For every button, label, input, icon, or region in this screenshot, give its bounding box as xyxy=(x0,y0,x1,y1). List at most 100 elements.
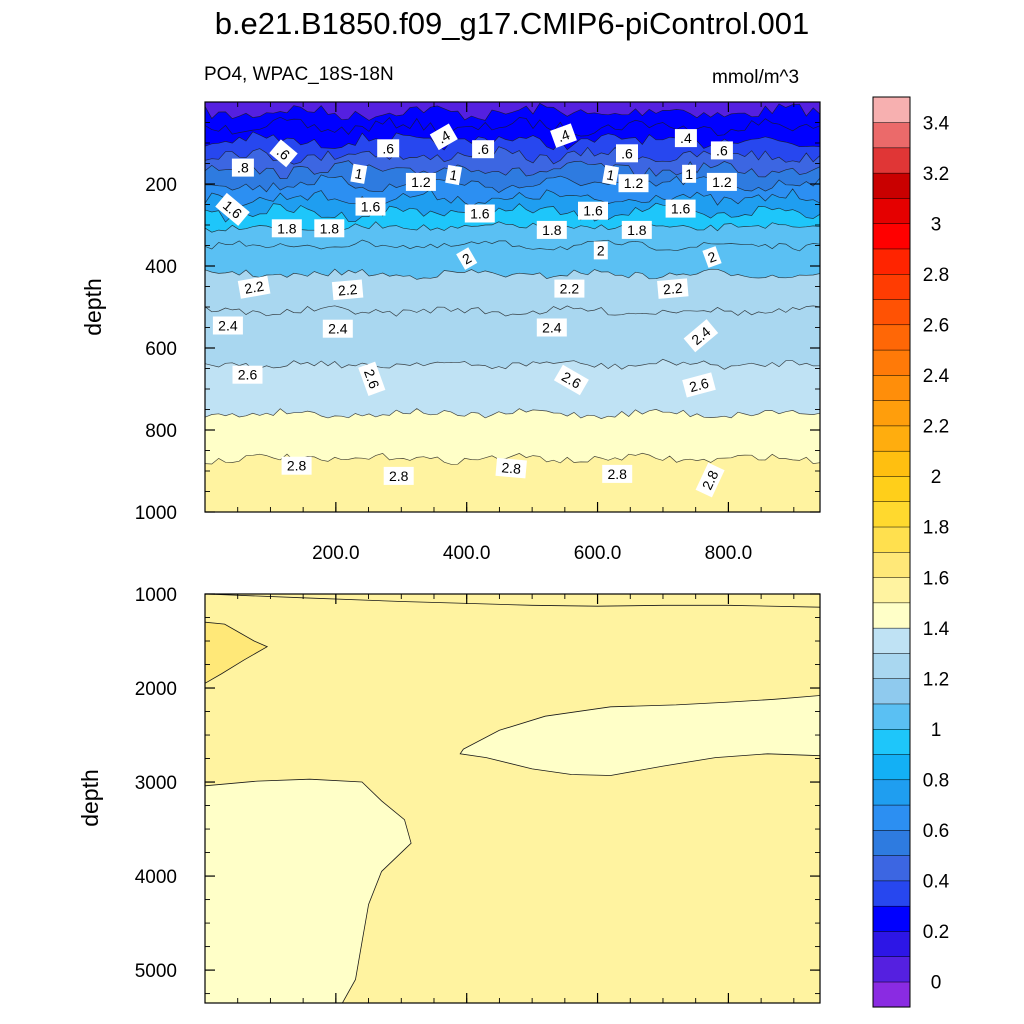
contour-label-7: .6 xyxy=(710,141,733,160)
contour-label-text: 2 xyxy=(597,242,605,258)
contour-label-20: 1.6 xyxy=(665,199,696,218)
bottom-region-0 xyxy=(205,621,269,684)
contour-label-box xyxy=(657,278,689,299)
colorbar-label-13: 2.6 xyxy=(923,316,949,337)
contour-label-27: 2 xyxy=(702,246,722,268)
contour-label-28: 2.2 xyxy=(237,275,271,299)
contour-label-box xyxy=(383,466,414,485)
contour-label-text: 1 xyxy=(685,166,693,182)
contour-label-box xyxy=(237,275,271,299)
top-contour-line-2 xyxy=(205,116,820,137)
contour-label-text: 1.2 xyxy=(411,174,431,190)
contour-label-box xyxy=(682,372,716,398)
top-y-tick-label: 600 xyxy=(145,339,177,360)
colorbar-swatch-21 xyxy=(872,450,911,477)
contour-label-39: 2.6 xyxy=(682,372,716,398)
contour-label-text: .6 xyxy=(477,141,489,157)
contour-label-text: 2.8 xyxy=(607,466,627,482)
contour-label-10: 1 xyxy=(445,164,463,186)
contour-label-24: 1.8 xyxy=(621,220,652,239)
bottom-panel-fill xyxy=(205,594,820,1003)
colorbar-swatch-13 xyxy=(872,652,911,679)
contour-label-box xyxy=(536,318,567,337)
contour-label-box xyxy=(445,164,463,186)
contour-label-box xyxy=(554,279,585,298)
bottom-y-tick-label: 1000 xyxy=(135,585,177,606)
contour-label-box xyxy=(550,123,577,148)
contour-label-box xyxy=(271,219,302,238)
colorbar-label-7: 1.4 xyxy=(923,619,950,640)
contour-label-text: .6 xyxy=(716,142,728,158)
contour-label-text: 2.6 xyxy=(238,367,258,383)
contour-label-text: .8 xyxy=(237,160,249,176)
contour-label-box xyxy=(472,140,495,159)
contour-label-box xyxy=(314,219,345,238)
contour-label-box xyxy=(702,246,722,268)
contour-label-43: 2.8 xyxy=(602,464,633,483)
variable-label: PO4, WPAC_18S-18N xyxy=(204,64,394,85)
colorbar-swatch-3 xyxy=(872,905,911,932)
contour-label-box xyxy=(674,129,697,148)
contour-label-text: 1.8 xyxy=(627,222,647,238)
colorbar-label-2: 0.4 xyxy=(923,872,950,893)
contour-label-text: 2.6 xyxy=(361,367,383,391)
contour-label-15: 1.2 xyxy=(706,172,737,191)
contour-label-text: 1.8 xyxy=(320,220,340,236)
top-contour-line-9 xyxy=(205,221,820,233)
contour-label-box xyxy=(281,456,312,475)
colorbar-label-9: 1.8 xyxy=(923,518,949,539)
contour-label-box xyxy=(464,204,495,223)
colorbar-swatch-20 xyxy=(872,475,911,503)
contour-label-box xyxy=(536,220,567,239)
colorbar-label-10: 2 xyxy=(931,467,942,488)
colorbar-swatch-16 xyxy=(872,577,911,604)
top-contour-line-13 xyxy=(205,358,820,370)
colorbar-swatch-19 xyxy=(872,501,911,528)
contour-label-text: 2.4 xyxy=(218,318,238,334)
contour-label-text: 2.8 xyxy=(389,468,409,484)
contour-label-32: 2.4 xyxy=(212,316,243,335)
contour-label-box xyxy=(331,279,364,301)
contour-label-box xyxy=(621,220,652,239)
colorbar-label-15: 3 xyxy=(931,214,942,235)
contour-label-box xyxy=(602,464,633,483)
contour-label-box xyxy=(231,158,254,177)
bottom-y-tick-label: 3000 xyxy=(135,773,177,794)
contour-label-34: 2.4 xyxy=(536,318,567,337)
contour-label-text: 1.8 xyxy=(542,222,562,238)
contour-label-box xyxy=(377,139,400,158)
contour-label-18: 1.6 xyxy=(464,204,495,223)
contour-label-0: .4 xyxy=(429,123,458,151)
top-y-tick-label: 200 xyxy=(145,175,177,196)
top-panel-contour-labels: .4 .4 .4 .6 .6 .6 .6 .6 .8 1 1 1 1 1.2 1.2 1.2 1.6 1.6 1.6… xyxy=(212,123,737,498)
contour-label-text: 1 xyxy=(448,166,459,183)
contour-label-9: 1 xyxy=(350,163,368,184)
colorbar-swatch-18 xyxy=(872,526,911,553)
top-y-axis-title: depth xyxy=(80,278,106,336)
colorbar-label-3: 0.6 xyxy=(923,821,949,842)
colorbar-label-11: 2.2 xyxy=(923,417,949,438)
colorbar-swatch-22 xyxy=(872,425,911,452)
bottom-region-1 xyxy=(459,695,820,776)
top-panel-axes: 200 400 600 800 1000 200.0 400.0 600.0 800.0 xyxy=(135,101,820,564)
contour-label-30: 2.2 xyxy=(554,279,585,298)
contour-label-44: 2.8 xyxy=(695,462,725,498)
contour-label-text: .4 xyxy=(680,130,692,146)
colorbar: 0 0.2 0.4 0.6 0.8 1 1.2 1.4 1.6 1.8 2 2.2 2.4 2.6 2.8 3… xyxy=(872,96,950,1008)
contour-label-41: 2.8 xyxy=(383,466,414,485)
contour-label-25: 2 xyxy=(456,247,478,270)
contour-label-12: 1 xyxy=(682,164,697,183)
contour-label-text: .6 xyxy=(382,140,394,156)
contour-label-text: .4 xyxy=(555,126,572,145)
colorbar-swatch-7 xyxy=(872,804,911,831)
contour-label-box xyxy=(232,365,263,384)
colorbar-swatch-25 xyxy=(872,349,911,376)
colorbar-swatch-6 xyxy=(872,829,911,856)
colorbar-swatch-29 xyxy=(872,248,911,275)
contour-label-text: 2.8 xyxy=(287,458,307,474)
colorbar-swatch-32 xyxy=(872,172,911,199)
colorbar-label-0: 0 xyxy=(931,973,942,994)
colorbar-label-12: 2.4 xyxy=(923,366,950,387)
contour-label-3: .6 xyxy=(269,139,298,168)
bottom-y-axis-title: depth xyxy=(77,769,103,827)
